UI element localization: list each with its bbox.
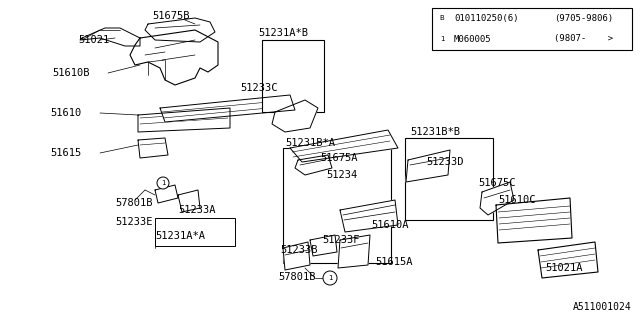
- Polygon shape: [480, 182, 514, 215]
- Text: 57801B: 57801B: [278, 272, 316, 282]
- Text: 51610: 51610: [50, 108, 81, 118]
- Bar: [262, 40, 324, 112]
- Text: 51615A: 51615A: [375, 257, 413, 267]
- Text: 51233E: 51233E: [115, 217, 152, 227]
- Text: 51233C: 51233C: [240, 83, 278, 93]
- Circle shape: [157, 177, 169, 189]
- Polygon shape: [538, 242, 598, 278]
- Text: (9807-    >: (9807- >: [554, 35, 613, 44]
- Text: 51675A: 51675A: [320, 153, 358, 163]
- Polygon shape: [406, 150, 450, 182]
- Text: M060005: M060005: [454, 35, 492, 44]
- Text: 1: 1: [328, 275, 332, 281]
- Polygon shape: [290, 130, 398, 162]
- Text: 51675C: 51675C: [478, 178, 515, 188]
- Text: 51021A: 51021A: [545, 263, 582, 273]
- Polygon shape: [80, 28, 140, 46]
- Polygon shape: [338, 235, 370, 268]
- Text: 51233F: 51233F: [322, 235, 360, 245]
- Text: 51231B*A: 51231B*A: [285, 138, 335, 148]
- Text: 51610A: 51610A: [371, 220, 408, 230]
- Polygon shape: [178, 190, 200, 212]
- Bar: [283, 148, 391, 263]
- Polygon shape: [145, 18, 215, 42]
- Text: 51231A*A: 51231A*A: [155, 231, 205, 241]
- Text: A511001024: A511001024: [573, 302, 632, 312]
- Text: 51234: 51234: [326, 170, 357, 180]
- Polygon shape: [283, 242, 310, 270]
- Polygon shape: [130, 30, 218, 85]
- Bar: [405, 138, 493, 220]
- Text: 51675B: 51675B: [152, 11, 189, 21]
- Text: 51610B: 51610B: [52, 68, 90, 78]
- Text: 1: 1: [440, 36, 444, 42]
- Polygon shape: [155, 185, 178, 203]
- Text: 51021: 51021: [78, 35, 109, 45]
- Polygon shape: [160, 95, 295, 122]
- Polygon shape: [496, 198, 572, 243]
- Polygon shape: [272, 100, 318, 132]
- Bar: [432, 8, 632, 50]
- Text: 51610C: 51610C: [498, 195, 536, 205]
- Polygon shape: [340, 200, 398, 232]
- Text: 1: 1: [161, 180, 165, 186]
- Circle shape: [323, 271, 337, 285]
- Polygon shape: [138, 108, 230, 132]
- Text: 51615: 51615: [50, 148, 81, 158]
- Polygon shape: [138, 138, 168, 158]
- Text: 010110250(6): 010110250(6): [454, 13, 518, 22]
- Text: B: B: [440, 15, 444, 21]
- Text: 57801B: 57801B: [115, 198, 152, 208]
- Text: (9705-9806): (9705-9806): [554, 13, 613, 22]
- Text: 51233B: 51233B: [280, 245, 317, 255]
- Text: 51231A*B: 51231A*B: [258, 28, 308, 38]
- Polygon shape: [310, 235, 337, 256]
- Polygon shape: [295, 155, 332, 175]
- Text: 51233D: 51233D: [426, 157, 463, 167]
- Text: 51233A: 51233A: [178, 205, 216, 215]
- Circle shape: [435, 11, 449, 25]
- Circle shape: [435, 32, 449, 46]
- Bar: [155, 218, 235, 246]
- Text: 51231B*B: 51231B*B: [410, 127, 460, 137]
